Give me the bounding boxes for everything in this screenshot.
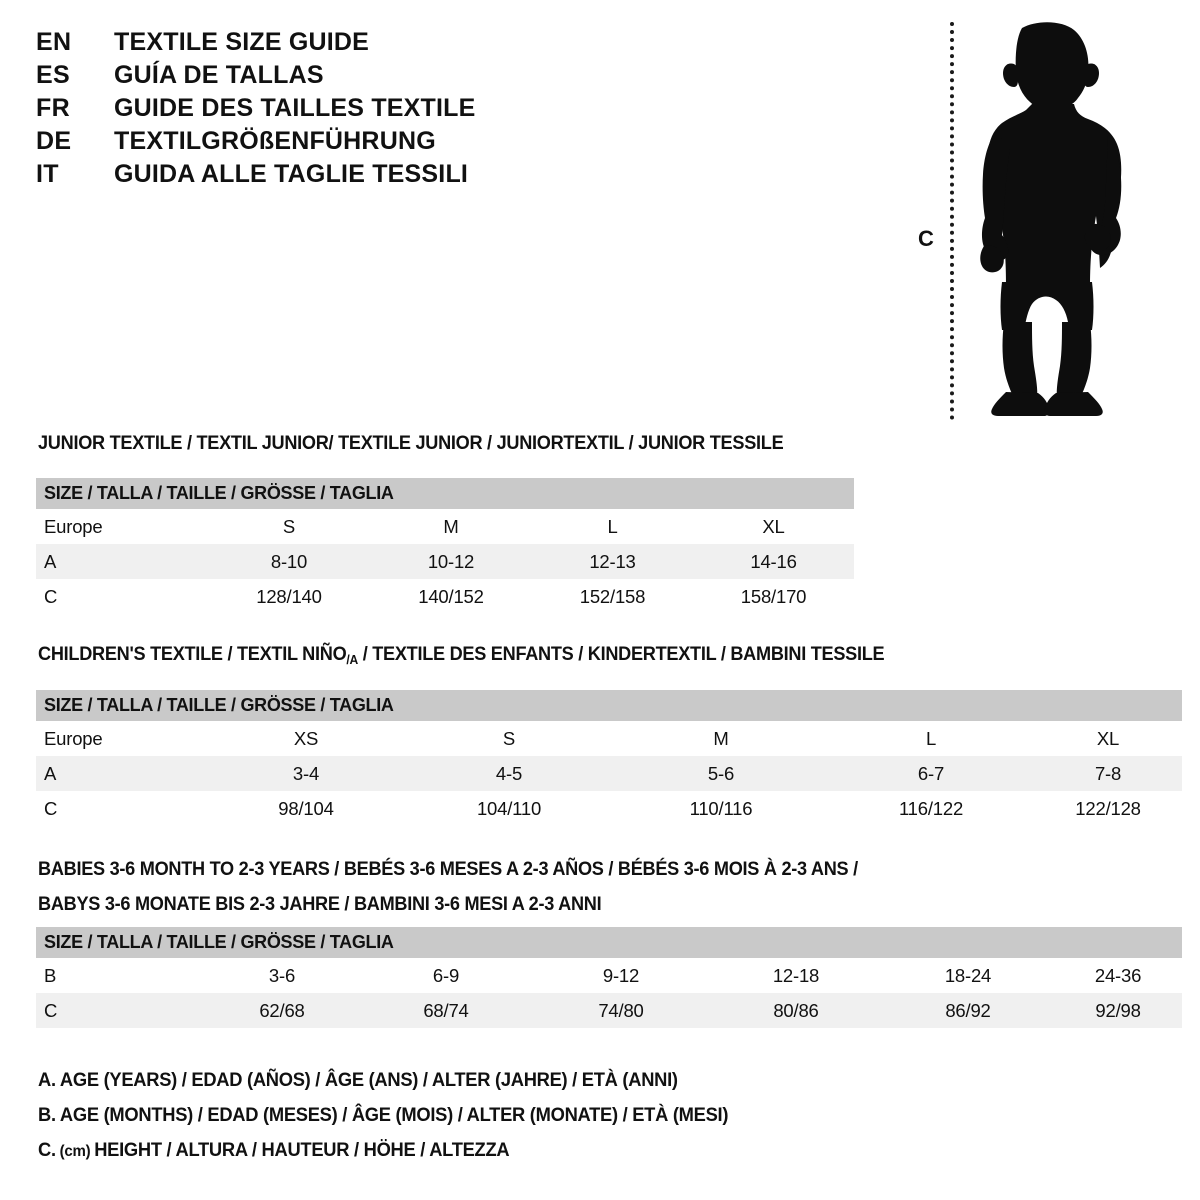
language-code-es: ES bbox=[36, 61, 70, 89]
babies-row-b-value-6: 24-36 bbox=[1054, 958, 1183, 993]
babies-row-c-value-1: 62/68 bbox=[204, 993, 360, 1028]
section-title-babies-line1: BABIES 3-6 MONTH TO 2-3 YEARS / BEBÉS 3-… bbox=[38, 858, 858, 880]
section-title-children-part2: / TEXTILE DES ENFANTS / KINDERTEXTIL / B… bbox=[357, 643, 885, 665]
junior-row-a-label: A bbox=[36, 544, 208, 579]
babies-row-b-value-5: 18-24 bbox=[882, 958, 1054, 993]
legend-line-c-prefix: C. bbox=[38, 1139, 56, 1161]
junior-row-a-value-l: 12-13 bbox=[532, 544, 693, 579]
language-row-de: DE TEXTILGRÖßENFÜHRUNG bbox=[36, 127, 736, 160]
junior-row-c-value-s: 128/140 bbox=[208, 579, 370, 614]
children-row-c-value-m: 110/116 bbox=[614, 791, 828, 826]
children-size-m: M bbox=[614, 721, 828, 756]
language-row-es: ES GUÍA DE TALLAS bbox=[36, 61, 736, 94]
section-title-children-subscript: /A bbox=[346, 652, 358, 667]
junior-table-header-row: SIZE / TALLA / TAILLE / GRÖSSE / TAGLIA bbox=[36, 478, 855, 509]
children-size-header-label: SIZE / TALLA / TAILLE / GRÖSSE / TAGLIA bbox=[36, 690, 1183, 721]
junior-size-l: L bbox=[532, 509, 693, 544]
junior-row-c-value-xl: 158/170 bbox=[693, 579, 855, 614]
legend-line-b: B. AGE (MONTHS) / EDAD (MESES) / ÂGE (MO… bbox=[38, 1104, 729, 1126]
junior-row-a: A 8-10 10-12 12-13 14-16 bbox=[36, 544, 855, 579]
language-code-it: IT bbox=[36, 160, 59, 188]
babies-row-c-value-2: 68/74 bbox=[360, 993, 532, 1028]
babies-row-c-value-6: 92/98 bbox=[1054, 993, 1183, 1028]
junior-size-header-label: SIZE / TALLA / TAILLE / GRÖSSE / TAGLIA bbox=[36, 478, 855, 509]
children-row-a-value-l: 6-7 bbox=[828, 756, 1034, 791]
legend-line-c: C. (cm) HEIGHT / ALTURA / HAUTEUR / HÖHE… bbox=[38, 1133, 978, 1168]
children-row-a-value-xs: 3-4 bbox=[208, 756, 404, 791]
children-row-c-value-l: 116/122 bbox=[828, 791, 1034, 826]
section-title-babies-line2: BABYS 3-6 MONATE BIS 2-3 JAHRE / BAMBINI… bbox=[38, 893, 602, 915]
language-code-en: EN bbox=[36, 28, 72, 56]
children-size-table: SIZE / TALLA / TAILLE / GRÖSSE / TAGLIA … bbox=[36, 690, 1183, 826]
children-size-xs: XS bbox=[208, 721, 404, 756]
legend-line-c-rest: HEIGHT / ALTURA / HAUTEUR / HÖHE / ALTEZ… bbox=[94, 1139, 510, 1161]
babies-size-table: SIZE / TALLA / TAILLE / GRÖSSE / TAGLIA … bbox=[36, 927, 1183, 1028]
junior-size-table: SIZE / TALLA / TAILLE / GRÖSSE / TAGLIA … bbox=[36, 478, 855, 614]
babies-row-b-value-3: 9-12 bbox=[532, 958, 710, 993]
junior-row-a-value-xl: 14-16 bbox=[693, 544, 855, 579]
junior-row-c-value-m: 140/152 bbox=[370, 579, 532, 614]
children-size-s: S bbox=[404, 721, 614, 756]
babies-row-c-value-5: 86/92 bbox=[882, 993, 1054, 1028]
babies-row-b-value-2: 6-9 bbox=[360, 958, 532, 993]
language-title-fr: GUIDE DES TAILLES TEXTILE bbox=[114, 94, 476, 122]
children-row-a-label: A bbox=[36, 756, 208, 791]
language-code-fr: FR bbox=[36, 94, 70, 122]
junior-row-c: C 128/140 140/152 152/158 158/170 bbox=[36, 579, 855, 614]
children-row-c-label: C bbox=[36, 791, 208, 826]
babies-row-b-label: B bbox=[36, 958, 204, 993]
children-row-a-value-xl: 7-8 bbox=[1034, 756, 1183, 791]
language-title-en: TEXTILE SIZE GUIDE bbox=[114, 28, 370, 56]
children-size-xl: XL bbox=[1034, 721, 1183, 756]
child-silhouette-icon bbox=[980, 22, 1122, 416]
junior-size-s: S bbox=[208, 509, 370, 544]
children-row-c: C 98/104 104/110 110/116 116/122 122/128 bbox=[36, 791, 1183, 826]
junior-size-xl: XL bbox=[693, 509, 855, 544]
junior-sizes-row: Europe S M L XL bbox=[36, 509, 855, 544]
height-dashed-line bbox=[950, 22, 954, 420]
language-title-it: GUIDA ALLE TAGLIE TESSILI bbox=[114, 160, 469, 188]
babies-row-c-label: C bbox=[36, 993, 204, 1028]
junior-row-a-value-m: 10-12 bbox=[370, 544, 532, 579]
babies-table-header-row: SIZE / TALLA / TAILLE / GRÖSSE / TAGLIA bbox=[36, 927, 1183, 958]
babies-row-b-value-4: 12-18 bbox=[710, 958, 882, 993]
children-sizes-row: Europe XS S M L XL bbox=[36, 721, 1183, 756]
language-row-it: IT GUIDA ALLE TAGLIE TESSILI bbox=[36, 160, 736, 193]
height-measure-label: C bbox=[918, 226, 934, 251]
children-table-header-row: SIZE / TALLA / TAILLE / GRÖSSE / TAGLIA bbox=[36, 690, 1183, 721]
language-title-es: GUÍA DE TALLAS bbox=[114, 61, 324, 89]
babies-size-header-label: SIZE / TALLA / TAILLE / GRÖSSE / TAGLIA bbox=[36, 927, 1183, 958]
babies-row-c: C 62/68 68/74 74/80 80/86 86/92 92/98 bbox=[36, 993, 1183, 1028]
babies-row-b-value-1: 3-6 bbox=[204, 958, 360, 993]
babies-row-c-value-4: 80/86 bbox=[710, 993, 882, 1028]
language-row-fr: FR GUIDE DES TAILLES TEXTILE bbox=[36, 94, 736, 127]
children-size-l: L bbox=[828, 721, 1034, 756]
children-row-c-value-s: 104/110 bbox=[404, 791, 614, 826]
language-header-block: EN TEXTILE SIZE GUIDE ES GUÍA DE TALLAS … bbox=[36, 28, 736, 193]
language-code-de: DE bbox=[36, 127, 72, 155]
children-row-a-value-m: 5-6 bbox=[614, 756, 828, 791]
babies-row-b: B 3-6 6-9 9-12 12-18 18-24 24-36 bbox=[36, 958, 1183, 993]
height-measurement-figure: C bbox=[900, 14, 1150, 424]
children-row-a: A 3-4 4-5 5-6 6-7 7-8 bbox=[36, 756, 1183, 791]
babies-row-c-value-3: 74/80 bbox=[532, 993, 710, 1028]
junior-row-a-value-s: 8-10 bbox=[208, 544, 370, 579]
junior-row-label-europe: Europe bbox=[36, 509, 208, 544]
legend-block: A. AGE (YEARS) / EDAD (AÑOS) / ÂGE (ANS)… bbox=[38, 1063, 1038, 1168]
section-title-junior: JUNIOR TEXTILE / TEXTIL JUNIOR/ TEXTILE … bbox=[38, 432, 784, 454]
language-row-en: EN TEXTILE SIZE GUIDE bbox=[36, 28, 736, 61]
language-title-de: TEXTILGRÖßENFÜHRUNG bbox=[114, 127, 436, 155]
children-row-label-europe: Europe bbox=[36, 721, 208, 756]
junior-row-c-label: C bbox=[36, 579, 208, 614]
section-title-children-part1: CHILDREN'S TEXTILE / TEXTIL NIÑO bbox=[38, 643, 347, 665]
legend-line-c-unit: (cm) bbox=[55, 1143, 95, 1160]
children-row-c-value-xs: 98/104 bbox=[208, 791, 404, 826]
junior-row-c-value-l: 152/158 bbox=[532, 579, 693, 614]
section-title-children: CHILDREN'S TEXTILE / TEXTIL NIÑO/A / TEX… bbox=[38, 643, 885, 667]
children-row-a-value-s: 4-5 bbox=[404, 756, 614, 791]
junior-size-m: M bbox=[370, 509, 532, 544]
children-row-c-value-xl: 122/128 bbox=[1034, 791, 1183, 826]
legend-line-a: A. AGE (YEARS) / EDAD (AÑOS) / ÂGE (ANS)… bbox=[38, 1069, 678, 1091]
